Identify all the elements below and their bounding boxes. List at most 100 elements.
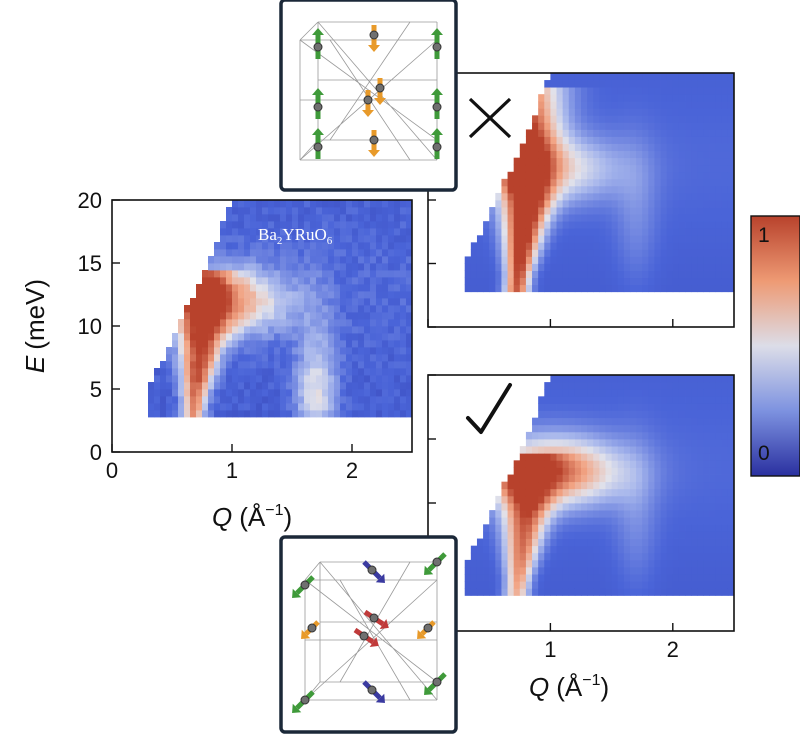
heatmap-cell <box>642 115 649 123</box>
heatmap-cell <box>672 545 680 554</box>
y-tick-label: 15 <box>78 251 102 276</box>
heatmap-cell <box>678 214 686 222</box>
heatmap-cell <box>709 517 717 525</box>
heatmap-cell <box>214 291 221 299</box>
heatmap-cell <box>358 291 365 299</box>
heatmap-cell <box>544 157 551 166</box>
heatmap-cell <box>268 347 275 355</box>
heatmap-cell <box>562 545 570 554</box>
heatmap-cell <box>556 178 564 187</box>
heatmap-cell <box>178 410 185 418</box>
heatmap-cell <box>660 559 668 568</box>
heatmap-cell <box>568 136 576 144</box>
heatmap-cell <box>587 122 594 130</box>
heatmap-cell <box>298 284 305 292</box>
heatmap-cell <box>605 200 612 208</box>
heatmap-cell <box>654 256 661 264</box>
heatmap-cell <box>654 185 661 194</box>
heatmap-cell <box>310 200 317 208</box>
heatmap-cell <box>678 574 686 582</box>
heatmap-cell <box>587 200 594 208</box>
heatmap-cell <box>648 375 655 383</box>
heatmap-cell <box>666 270 674 279</box>
heatmap-cell <box>642 410 649 419</box>
heatmap-cell <box>501 588 508 596</box>
heatmap-cell <box>196 305 203 313</box>
heatmap-cell <box>489 510 496 518</box>
heatmap-cell <box>550 389 557 397</box>
heatmap-cell <box>268 242 275 250</box>
heatmap-cell <box>581 531 588 539</box>
heatmap-cell <box>382 347 389 355</box>
heatmap-cell <box>501 228 508 236</box>
heatmap-cell <box>562 396 570 404</box>
heatmap-cell <box>727 108 735 116</box>
heatmap-cell <box>322 347 329 355</box>
heatmap-cell <box>358 375 365 383</box>
spin-arrow <box>353 627 379 647</box>
heatmap-cell <box>286 207 293 215</box>
heatmap-cell <box>685 207 692 215</box>
heatmap-cell <box>654 157 661 166</box>
heatmap-cell <box>727 214 735 222</box>
heatmap-cell <box>574 559 582 568</box>
heatmap-cell <box>703 164 710 173</box>
heatmap-cell <box>685 164 692 173</box>
heatmap-cell <box>623 94 631 102</box>
heatmap-cell <box>593 424 600 433</box>
heatmap-cell <box>352 298 359 306</box>
heatmap-cell <box>691 567 698 575</box>
heatmap-cell <box>525 439 533 447</box>
heatmap-cell <box>660 446 668 454</box>
heatmap-cell <box>599 559 606 568</box>
heatmap-cell <box>202 340 209 348</box>
heatmap-cell <box>721 460 729 468</box>
heatmap-cell <box>340 200 347 208</box>
heatmap-cell <box>483 545 490 554</box>
heatmap-cell <box>214 312 221 320</box>
heatmap-cell <box>538 263 545 271</box>
heatmap-cell <box>617 136 625 144</box>
heatmap-cell <box>611 382 619 390</box>
heatmap-cell <box>642 136 649 144</box>
heatmap-cell <box>636 108 643 116</box>
heatmap-cell <box>556 375 564 383</box>
heatmap-cell <box>220 375 227 383</box>
spin-arrow <box>362 90 374 117</box>
heatmap-cell <box>280 228 287 236</box>
heatmap-cell <box>172 396 179 404</box>
heatmap-cell <box>691 101 698 109</box>
heatmap-cell <box>611 503 619 511</box>
heatmap-cell <box>550 424 557 433</box>
heatmap-cell <box>697 242 704 250</box>
heatmap-cell <box>507 488 515 497</box>
heatmap-cell <box>642 538 649 547</box>
heatmap-cell <box>593 517 600 525</box>
heatmap-cell <box>340 256 347 264</box>
heatmap-cell <box>703 263 710 271</box>
heatmap-cell <box>346 249 353 257</box>
heatmap-cell <box>648 200 655 208</box>
heatmap-cell <box>519 488 527 497</box>
heatmap-cell <box>388 319 395 327</box>
heatmap-cell <box>298 270 305 278</box>
heatmap-cell <box>581 581 588 589</box>
heatmap-cell <box>538 136 545 144</box>
heatmap-cell <box>581 101 588 109</box>
heatmap-cell <box>513 228 521 236</box>
heatmap-cell <box>605 87 612 95</box>
heatmap-cell <box>678 256 686 264</box>
heatmap-cell <box>715 396 723 404</box>
heatmap-cell <box>678 503 686 511</box>
heatmap-cell <box>599 207 606 215</box>
heatmap-cell <box>544 488 551 497</box>
heatmap-cell <box>587 538 594 547</box>
heatmap-cell <box>599 567 606 575</box>
heatmap-cell <box>623 101 631 109</box>
heatmap-cell <box>568 284 576 293</box>
heatmap-cell <box>605 439 612 447</box>
heatmap-cell <box>190 333 197 341</box>
heatmap-cell <box>525 545 533 554</box>
heatmap-cell <box>709 538 717 547</box>
heatmap-cell <box>256 368 263 376</box>
